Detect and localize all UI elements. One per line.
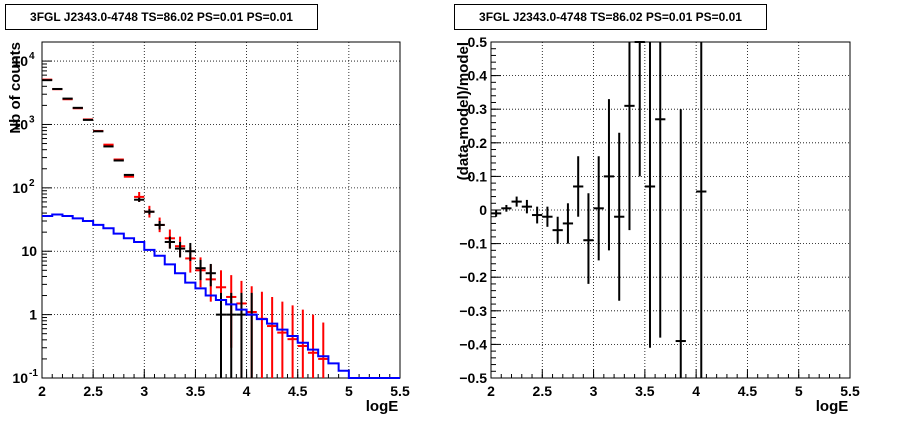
right-x-tick-label: 5.5 — [840, 383, 860, 399]
right-series0-point — [644, 42, 656, 348]
right-series0-point — [675, 109, 686, 378]
left-y-tick-label: 10 — [12, 180, 28, 196]
right-series0-point — [562, 203, 574, 244]
right-y-tick-label: 0.2 — [468, 135, 488, 151]
left-y-tick-exponent: 4 — [29, 51, 35, 62]
left-y-tick-exponent: 3 — [29, 114, 35, 125]
left-x-tick-label: 4.5 — [288, 383, 308, 399]
right-y-tick-label: 0.4 — [468, 68, 488, 84]
left-series1-point — [174, 241, 186, 258]
right-plot-frame — [490, 41, 851, 379]
left-series1-point — [236, 292, 247, 378]
left-x-tick-label: 3.5 — [186, 383, 206, 399]
right-series0-point — [491, 210, 502, 217]
right-y-tick-label: 0.5 — [468, 34, 488, 50]
right-series0-point — [552, 216, 563, 244]
left-x-tick-label: 3 — [140, 383, 148, 399]
right-y-tick-label: −0.5 — [459, 370, 487, 386]
right-series0-point — [593, 156, 604, 261]
left-series1-point — [215, 292, 227, 378]
left-y-tick-exponent: -1 — [29, 368, 38, 379]
right-series0-point — [573, 156, 584, 217]
left-series0-point — [287, 305, 298, 378]
left-series0-point — [318, 322, 329, 378]
left-series1-point — [205, 263, 216, 287]
right-y-tick-label: −0.4 — [459, 336, 487, 352]
right-series0-point — [655, 42, 666, 338]
right-x-tick-label: 4.5 — [738, 383, 758, 399]
right-series0-point — [532, 206, 543, 224]
right-y-tick-label: −0.2 — [459, 269, 487, 285]
right-y-tick-label: −0.1 — [459, 236, 487, 252]
right-x-tick-label: 3.5 — [635, 383, 655, 399]
left-series0-point — [277, 301, 288, 378]
left-x-tick-label: 4 — [243, 383, 251, 399]
left-series1-point — [134, 197, 145, 202]
left-x-tick-label: 2 — [38, 383, 46, 399]
left-y-tick-label: 10 — [12, 370, 28, 386]
left-series1-point — [144, 209, 155, 215]
right-series0-point — [696, 42, 707, 378]
left-y-axis-label: Nb of counts — [7, 42, 24, 134]
right-y-tick-label: −0.3 — [459, 303, 487, 319]
right-series0-point — [583, 193, 594, 284]
left-series1-point — [185, 242, 196, 262]
right-x-tick-label: 5 — [795, 383, 803, 399]
left-y-tick-exponent: 2 — [29, 178, 35, 189]
right-series0-point — [501, 204, 512, 212]
right-plot-title: 3FGL J2343.0-4748 TS=86.02 PS=0.01 PS=0.… — [454, 4, 767, 30]
right-series0-point — [614, 132, 625, 301]
right-y-tick-label: 0.1 — [468, 168, 488, 184]
right-y-axis-label: (data-model)/model — [455, 42, 472, 180]
right-x-axis-label: logE — [816, 398, 849, 415]
left-y-tick-label: 1 — [29, 307, 37, 323]
left-series1-point — [195, 259, 206, 281]
left-series0-point — [297, 309, 308, 378]
left-series0-point — [267, 296, 278, 378]
left-model-step-line — [42, 213, 400, 379]
left-y-tick-label: 10 — [12, 53, 28, 69]
right-series0-point — [521, 199, 533, 214]
right-y-tick-label: 0.3 — [468, 101, 488, 117]
left-x-tick-label: 5.5 — [390, 383, 410, 399]
left-y-tick-label: 10 — [21, 243, 37, 259]
right-y-tick-label: 0 — [479, 202, 487, 218]
right-x-tick-label: 3 — [590, 383, 598, 399]
right-series0-point — [634, 41, 645, 177]
left-plot-title: 3FGL J2343.0-4748 TS=86.02 PS=0.01 PS=0.… — [5, 4, 318, 30]
left-series1-point — [154, 220, 165, 230]
right-series0-point — [603, 99, 615, 251]
left-series1-point — [164, 236, 175, 249]
left-y-tick-label: 10 — [12, 116, 28, 132]
left-x-tick-label: 2.5 — [83, 383, 103, 399]
right-x-tick-label: 2.5 — [533, 383, 553, 399]
left-x-axis-label: logE — [366, 398, 399, 415]
right-series0-point — [624, 42, 635, 231]
right-x-tick-label: 2 — [487, 383, 495, 399]
right-x-tick-label: 4 — [692, 383, 700, 399]
right-series0-point — [542, 206, 553, 227]
left-series1-point — [226, 292, 237, 378]
right-series0-point — [511, 196, 522, 207]
left-x-tick-label: 5 — [345, 383, 353, 399]
left-series0-point — [307, 314, 319, 378]
